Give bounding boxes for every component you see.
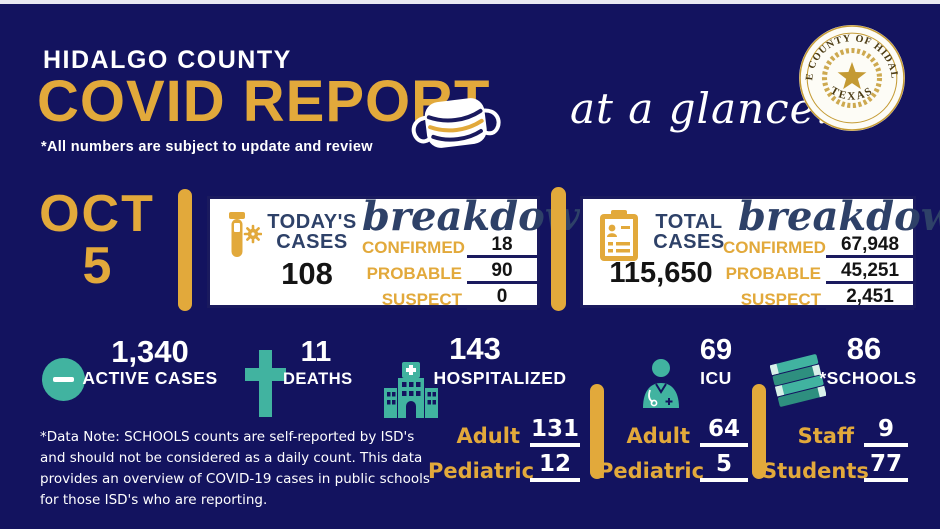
cross-icon: [259, 350, 272, 417]
breakdown-heading: breakdown: [362, 193, 609, 240]
books-stack-icon: [770, 354, 826, 407]
update-disclaimer: *All numbers are subject to update and r…: [41, 139, 373, 155]
seal-bottom-text: TEXAS: [828, 85, 874, 103]
active-cases-label: ACTIVE CASES: [82, 368, 218, 388]
report-day: 5: [82, 237, 112, 295]
breakdown-row: PROBABLE 45,251: [723, 261, 914, 284]
hospital-icon: [384, 362, 438, 418]
substat-row: Staff 9: [762, 418, 908, 447]
substat-row: Pediatric 5: [598, 453, 748, 482]
substat-row: Adult 131: [428, 418, 580, 447]
breakdown-value: 0: [467, 287, 537, 310]
substat-value: 9: [864, 418, 908, 447]
total-cases-total: 115,650: [609, 257, 713, 289]
minus-circle-icon: [42, 358, 85, 401]
divider-bar: [590, 384, 604, 479]
substat-value: 64: [700, 418, 748, 447]
icu-value: 69: [699, 334, 733, 366]
card-title-line1: TODAY'S: [267, 211, 357, 233]
breakdown-row: PROBABLE 90: [362, 261, 537, 284]
substat-label: Adult: [626, 424, 690, 448]
divider-bar: [551, 187, 566, 311]
schools-label: *SCHOOLS: [819, 368, 917, 388]
breakdown-label: PROBABLE: [366, 264, 462, 284]
todays-cases-card: TODAY'S CASES 108 breakdown CONFIRMED 18…: [207, 193, 608, 310]
todays-cases-total: 108: [281, 256, 333, 291]
deaths-value: 11: [300, 336, 332, 368]
cross-icon: [245, 368, 286, 381]
substat-label: Students: [762, 459, 869, 483]
divider-bar: [752, 384, 766, 479]
breakdown-row: CONFIRMED 18: [362, 235, 537, 258]
breakdown-row: CONFIRMED 67,948: [723, 235, 914, 258]
substat-value: 5: [700, 453, 748, 482]
substat-row: Students 77: [762, 453, 908, 482]
schools-value: 86: [846, 331, 882, 366]
seal-star-icon: [835, 59, 869, 92]
svg-text:TEXAS: TEXAS: [828, 85, 876, 103]
schools-data-note: *Data Note: SCHOOLS counts are self-repo…: [40, 429, 430, 508]
total-cases-card: TOTAL CASES 115,650 breakdown CONFIRMED …: [580, 193, 940, 310]
breakdown-label: PROBABLE: [725, 264, 821, 284]
substat-row: Pediatric 12: [428, 453, 580, 482]
tagline: at a glance..: [570, 84, 845, 133]
icu-label: ICU: [700, 368, 732, 388]
deaths-label: DEATHS: [283, 370, 353, 388]
breakdown-row: SUSPECT 0: [362, 287, 537, 310]
hospitalized-label: HOSPITALIZED: [433, 368, 567, 388]
substat-value: 131: [530, 418, 580, 447]
breakdown-label: CONFIRMED: [362, 238, 465, 258]
substat-label: Staff: [797, 424, 854, 448]
substat-value: 12: [530, 453, 580, 482]
county-name: HIDALGO COUNTY: [43, 46, 292, 74]
substat-label: Adult: [456, 424, 520, 448]
test-tube-icon: [229, 212, 262, 257]
breakdown-value: 67,948: [826, 235, 914, 258]
breakdown-label: CONFIRMED: [723, 238, 826, 258]
county-seal: THE COUNTY OF HIDALGO TEXAS: [798, 24, 905, 131]
breakdown-label: SUSPECT: [381, 290, 462, 310]
substat-label: Pediatric: [428, 459, 535, 483]
breakdown-value: 90: [467, 261, 537, 284]
substat-value: 77: [864, 453, 908, 482]
breakdown-heading: breakdown: [738, 193, 940, 240]
top-border-strip: [0, 0, 940, 4]
card-title-line2: CASES: [653, 231, 725, 253]
breakdown-row: SUSPECT 2,451: [723, 287, 914, 310]
breakdown-value: 2,451: [826, 287, 914, 310]
divider-bar: [178, 189, 192, 311]
breakdown-value: 18: [467, 235, 537, 258]
card-title-line1: TOTAL: [655, 211, 723, 233]
card-title-line2: CASES: [276, 231, 348, 253]
substat-label: Pediatric: [598, 459, 705, 483]
icu-doctor-icon: [643, 359, 679, 408]
breakdown-value: 45,251: [826, 261, 914, 284]
face-mask-icon: [411, 98, 501, 148]
hospitalized-value: 143: [449, 331, 501, 366]
clipboard-icon: [600, 210, 638, 261]
substat-row: Adult 64: [598, 418, 748, 447]
report-month: OCT: [39, 185, 155, 243]
breakdown-label: SUSPECT: [740, 290, 821, 310]
active-cases-value: 1,340: [111, 334, 189, 369]
